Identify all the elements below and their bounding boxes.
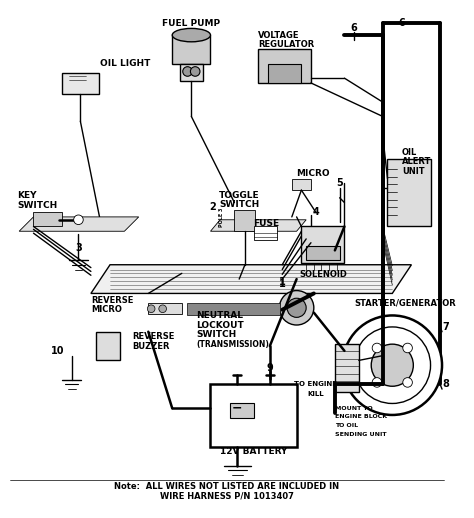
Text: REVERSE: REVERSE xyxy=(91,296,133,305)
Text: FUSE: FUSE xyxy=(254,219,280,228)
Circle shape xyxy=(159,305,166,312)
Text: SWITCH: SWITCH xyxy=(17,201,57,210)
Bar xyxy=(258,49,311,83)
Text: 4: 4 xyxy=(312,207,319,217)
Circle shape xyxy=(287,298,306,318)
Text: SWITCH: SWITCH xyxy=(219,200,259,209)
Text: 12V BATTERY: 12V BATTERY xyxy=(220,447,287,456)
Bar xyxy=(172,35,210,64)
Text: 10: 10 xyxy=(51,346,64,356)
Text: MOUNT TO: MOUNT TO xyxy=(335,406,373,411)
Text: MICRO: MICRO xyxy=(91,305,122,314)
Text: 8: 8 xyxy=(442,379,449,390)
Bar xyxy=(306,246,340,260)
Text: ALERT: ALERT xyxy=(402,157,431,166)
Text: 5: 5 xyxy=(336,178,343,189)
Circle shape xyxy=(183,67,192,76)
Circle shape xyxy=(372,378,382,387)
Bar xyxy=(292,179,311,190)
Text: (TRANSMISSION): (TRANSMISSION) xyxy=(196,340,269,349)
Text: 6: 6 xyxy=(399,18,405,27)
Text: KILL: KILL xyxy=(308,391,324,397)
Bar xyxy=(254,226,277,240)
Text: BUZZER: BUZZER xyxy=(132,341,170,351)
Text: Note:  ALL WIRES NOT LISTED ARE INCLUDED IN: Note: ALL WIRES NOT LISTED ARE INCLUDED … xyxy=(114,482,339,491)
Text: REVERSE: REVERSE xyxy=(132,332,174,341)
Bar xyxy=(388,160,430,226)
Text: 2: 2 xyxy=(209,203,216,212)
Bar xyxy=(148,303,182,314)
Text: UNIT: UNIT xyxy=(402,167,425,176)
Text: TO OIL: TO OIL xyxy=(335,423,358,428)
Text: 3: 3 xyxy=(75,243,82,253)
Text: NEUTRAL: NEUTRAL xyxy=(196,311,243,320)
Bar xyxy=(301,226,345,263)
Circle shape xyxy=(279,291,314,325)
Circle shape xyxy=(371,344,413,386)
Text: TO ENGINE: TO ENGINE xyxy=(294,381,337,387)
Text: TOGGLE: TOGGLE xyxy=(219,191,259,199)
Polygon shape xyxy=(19,217,139,231)
Circle shape xyxy=(403,343,412,353)
Bar xyxy=(34,212,62,226)
Text: LOCKOUT: LOCKOUT xyxy=(196,321,244,329)
Polygon shape xyxy=(91,265,411,293)
Text: SOLENOID: SOLENOID xyxy=(300,269,347,279)
Text: OIL: OIL xyxy=(402,148,417,156)
Bar xyxy=(180,64,203,81)
Polygon shape xyxy=(187,303,280,315)
Bar xyxy=(96,332,119,361)
Text: 1: 1 xyxy=(279,279,286,289)
Bar xyxy=(62,74,99,94)
Circle shape xyxy=(147,305,155,312)
Text: 7: 7 xyxy=(443,322,449,332)
Text: 1: 1 xyxy=(279,277,286,287)
Text: 9: 9 xyxy=(266,363,273,373)
Circle shape xyxy=(191,67,200,76)
Text: 6: 6 xyxy=(351,23,357,34)
Text: ENGINE BLOCK: ENGINE BLOCK xyxy=(335,414,387,420)
Circle shape xyxy=(343,315,442,415)
Text: SENDING UNIT: SENDING UNIT xyxy=(335,431,386,437)
Text: VOLTAGE: VOLTAGE xyxy=(258,31,300,40)
Bar xyxy=(210,384,297,447)
Text: FUEL PUMP: FUEL PUMP xyxy=(162,19,220,28)
Text: −: − xyxy=(232,402,243,415)
Bar xyxy=(335,344,359,392)
Bar xyxy=(268,64,301,83)
Circle shape xyxy=(403,378,412,387)
Circle shape xyxy=(354,327,430,404)
Text: SWITCH: SWITCH xyxy=(196,330,237,339)
Bar xyxy=(229,404,254,418)
Text: WIRE HARNESS P/N 1013407: WIRE HARNESS P/N 1013407 xyxy=(160,492,294,501)
Circle shape xyxy=(73,215,83,225)
Polygon shape xyxy=(210,220,306,231)
Bar xyxy=(235,210,255,231)
Text: REGULATOR: REGULATOR xyxy=(258,40,315,49)
Text: STARTER/GENERATOR: STARTER/GENERATOR xyxy=(354,299,456,308)
Ellipse shape xyxy=(172,28,210,42)
Text: POLE 3: POLE 3 xyxy=(219,207,225,226)
Text: MICRO: MICRO xyxy=(297,169,330,178)
Circle shape xyxy=(372,343,382,353)
Text: KEY: KEY xyxy=(17,191,36,199)
Text: OIL LIGHT: OIL LIGHT xyxy=(100,60,151,68)
